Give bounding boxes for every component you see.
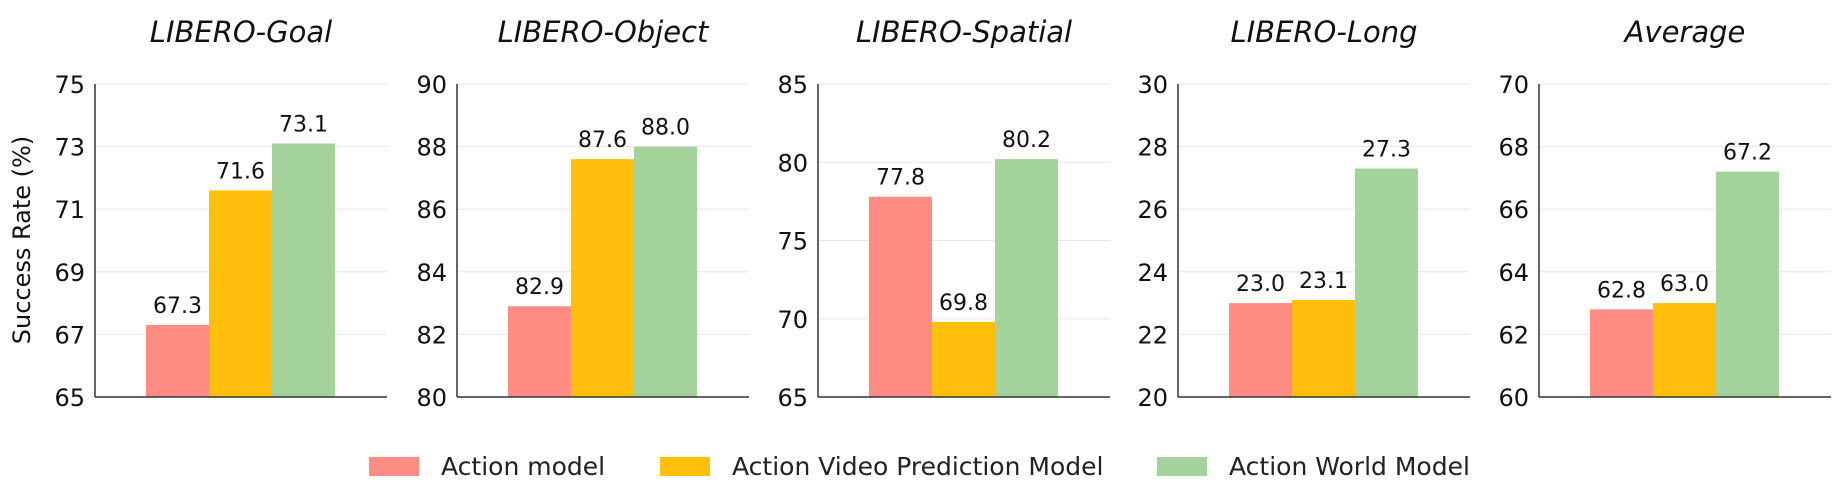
value-label: 77.8 [876,166,925,191]
legend: Action model Action Video Prediction Mode… [369,452,1470,481]
y-axis-label: Success Rate (%) [8,136,36,344]
legend-item-action-world-model: Action World Model [1157,452,1470,481]
panel-title: LIBERO-Goal [150,15,332,49]
bar-action-world-model [272,143,335,397]
y-tick-label: 84 [416,259,447,287]
value-label: 88.0 [641,116,690,141]
y-tick-label: 68 [1498,134,1529,162]
panel-title: LIBERO-Long [1230,15,1417,49]
y-tick-label: 90 [416,71,447,99]
bar-action-video-prediction-model [932,321,995,397]
y-tick-label: 66 [1498,196,1529,224]
y-tick-label: 65 [54,384,85,412]
y-tick-label: 71 [54,196,85,224]
value-label: 63.0 [1660,272,1709,297]
bar-action-world-model [995,159,1058,397]
bar-action-model [1590,309,1653,397]
legend-swatch [369,457,419,476]
bar-action-world-model [1355,168,1418,397]
value-label: 69.8 [939,291,988,316]
panel-libero-spatial: 77.8 69.8 80.2 65 70 75 80 85 LIBERO-Spatial [777,15,1110,412]
bar-action-model [508,306,571,397]
panel-libero-goal: 67.3 71.6 73.1 65 67 69 71 73 75 LIBERO-Goal [54,15,387,412]
bar-action-model [146,325,209,397]
legend-item-action-video-prediction-model: Action Video Prediction Model [660,452,1103,481]
bar-action-video-prediction-model [1653,303,1716,397]
y-tick-label: 20 [1137,384,1168,412]
y-tick-label: 75 [54,71,85,99]
value-label: 80.2 [1002,128,1051,153]
y-tick-label: 28 [1137,134,1168,162]
y-tick-label: 80 [416,384,447,412]
y-tick-label: 85 [777,71,808,99]
bar-action-video-prediction-model [1292,299,1355,397]
chart-panels: 67.371.673.1656769717375LIBERO-Goal82.98… [54,15,1831,412]
y-tick-label: 73 [54,134,85,162]
y-tick-label: 67 [54,321,85,349]
y-tick-label: 26 [1137,196,1168,224]
legend-swatch [1157,457,1207,476]
value-label: 87.6 [578,128,627,153]
legend-item-action-model: Action model [369,452,605,481]
value-label: 82.9 [515,275,564,300]
value-label: 67.3 [153,294,202,319]
value-label: 62.8 [1597,278,1646,303]
y-tick-label: 65 [777,384,808,412]
y-tick-label: 30 [1137,71,1168,99]
y-tick-label: 70 [777,306,808,334]
y-tick-label: 70 [1498,71,1529,99]
y-tick-label: 22 [1137,321,1168,349]
y-tick-label: 88 [416,134,447,162]
y-tick-label: 86 [416,196,447,224]
value-label: 71.6 [216,159,265,184]
panel-title: LIBERO-Spatial [856,15,1072,49]
panel-average: 62.8 63.0 67.2 60 62 64 66 68 70 Average [1498,15,1831,412]
y-tick-label: 82 [416,321,447,349]
y-tick-label: 24 [1137,259,1168,287]
y-tick-label: 69 [54,259,85,287]
bar-action-world-model [634,146,697,397]
bar-action-video-prediction-model [209,190,272,397]
y-tick-label: 75 [777,228,808,256]
y-tick-label: 80 [777,149,808,177]
legend-swatch [660,457,710,476]
bar-action-model [1229,303,1292,397]
y-tick-label: 60 [1498,384,1529,412]
value-label: 23.0 [1236,272,1285,297]
bar-action-world-model [1716,171,1779,397]
y-tick-label: 62 [1498,321,1529,349]
legend-label: Action Video Prediction Model [732,452,1103,481]
value-label: 67.2 [1723,141,1772,166]
panel-title: Average [1623,15,1746,49]
value-label: 23.1 [1299,269,1348,294]
value-label: 73.1 [279,112,328,137]
y-tick-label: 64 [1498,259,1529,287]
value-label: 27.3 [1362,138,1411,163]
legend-label: Action World Model [1229,452,1470,481]
panel-libero-long: 23.0 23.1 27.3 20 22 24 26 28 30 LIBERO-Long [1137,15,1470,412]
bar-action-model [869,196,932,397]
panel-libero-object: 82.9 87.6 88.0 80 82 84 86 88 90 LIBERO-Object [416,15,749,412]
bar-action-video-prediction-model [571,159,634,397]
legend-label: Action model [441,452,605,481]
panel-title: LIBERO-Object [498,15,710,49]
